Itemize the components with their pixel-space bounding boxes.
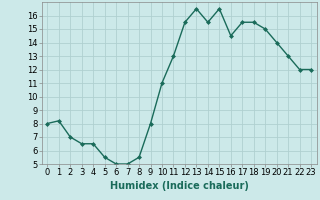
X-axis label: Humidex (Indice chaleur): Humidex (Indice chaleur) — [110, 181, 249, 191]
